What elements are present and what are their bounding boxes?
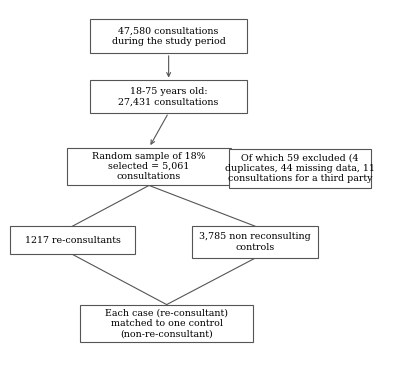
Text: 18-75 years old:
27,431 consultations: 18-75 years old: 27,431 consultations [118,87,219,106]
FancyBboxPatch shape [90,80,247,113]
Text: 1217 re-consultants: 1217 re-consultants [25,236,120,245]
Text: 3,785 non reconsulting
controls: 3,785 non reconsulting controls [199,232,311,252]
Text: Of which 59 excluded (4
duplicates, 44 missing data, 11
consultations for a thir: Of which 59 excluded (4 duplicates, 44 m… [225,154,375,183]
FancyBboxPatch shape [80,305,253,342]
Text: Random sample of 18%
selected = 5,061
consultations: Random sample of 18% selected = 5,061 co… [92,152,206,181]
FancyBboxPatch shape [67,147,231,185]
Text: 47,580 consultations
during the study period: 47,580 consultations during the study pe… [112,26,226,46]
Text: Each case (re-consultant)
matched to one control
(non-re-consultant): Each case (re-consultant) matched to one… [105,308,228,339]
FancyBboxPatch shape [192,226,318,258]
FancyBboxPatch shape [230,149,370,188]
FancyBboxPatch shape [90,19,247,53]
FancyBboxPatch shape [10,226,135,254]
